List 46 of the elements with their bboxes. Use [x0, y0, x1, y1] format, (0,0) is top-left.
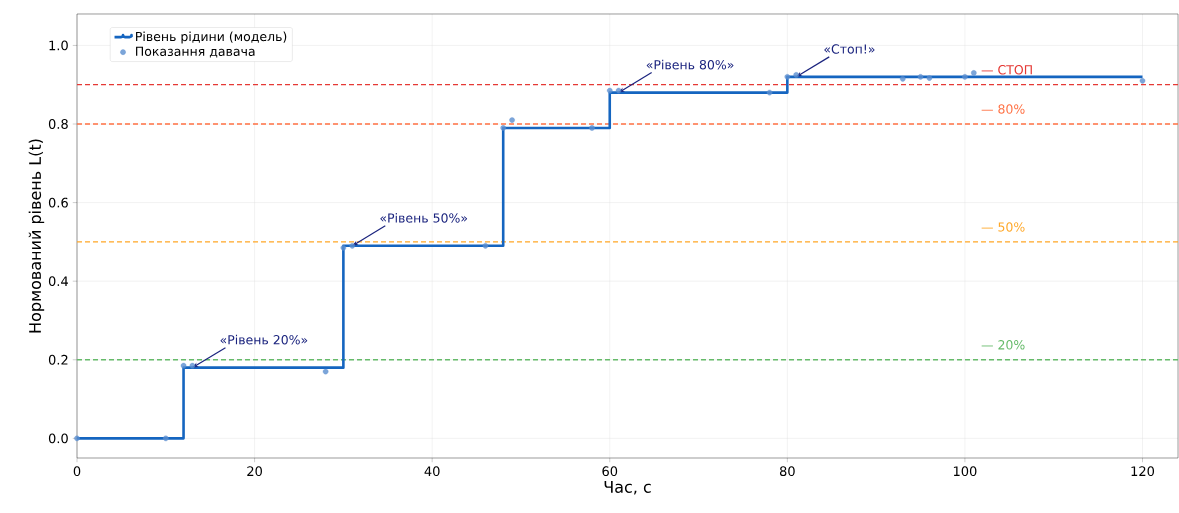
y-tick-label: 0.6	[48, 197, 68, 208]
y-axis-title: Нормований рівень L(t)	[28, 139, 45, 333]
x-tick-label: 120	[1131, 466, 1155, 477]
point	[349, 243, 356, 249]
annotation: «Стоп!»	[824, 44, 875, 54]
x-tick-label: 0	[73, 466, 81, 477]
y-tick-label: 0.8	[48, 119, 68, 129]
point	[322, 368, 329, 375]
point	[606, 87, 613, 94]
ref-line-label: — 20%	[981, 340, 1025, 350]
legend-label: Рівень рідини (модель)	[136, 31, 287, 44]
x-tick-label: 80	[779, 466, 795, 477]
point	[509, 117, 515, 123]
y-tick-label: 1.0	[49, 40, 68, 51]
x-tick-label: 20	[247, 466, 262, 477]
point	[74, 435, 80, 442]
annotation: «Рівень 80%»	[646, 59, 734, 70]
x-tick-label: 60	[602, 466, 618, 477]
point	[189, 362, 196, 369]
point	[971, 70, 977, 76]
point	[926, 75, 933, 81]
y-tick-label: 0.2	[48, 354, 68, 365]
point	[162, 435, 169, 442]
point	[917, 74, 924, 80]
point	[962, 74, 968, 80]
point	[766, 89, 773, 96]
ref-line-label: — 50%	[981, 222, 1025, 232]
point	[482, 243, 489, 249]
x-tick-label: 40	[424, 466, 440, 477]
y-tick-label: 0.0	[48, 433, 68, 444]
point	[180, 362, 187, 369]
ref-line-label: — 80%	[981, 104, 1025, 114]
point	[899, 76, 906, 82]
ref-line-label: — СТОП	[981, 65, 1032, 75]
point	[615, 87, 622, 94]
x-tick-label: 100	[953, 466, 977, 477]
point	[340, 244, 347, 251]
point	[1139, 77, 1146, 84]
legend-label: Показання давача	[136, 46, 255, 58]
point	[784, 74, 791, 80]
annotation: «Рівень 20%»	[220, 334, 308, 345]
y-tick-label: 0.4	[48, 276, 68, 287]
x-axis-title: Час, с	[604, 480, 651, 495]
point	[589, 125, 595, 131]
point	[500, 125, 506, 131]
annotation: «Рівень 50%»	[380, 213, 468, 223]
